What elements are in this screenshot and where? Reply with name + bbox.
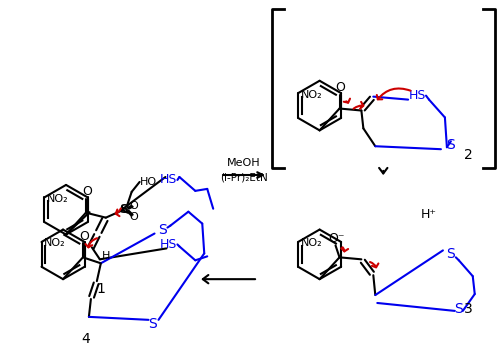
Text: S: S: [148, 317, 157, 331]
Text: NO₂: NO₂: [301, 238, 322, 248]
Text: NO₂: NO₂: [301, 90, 322, 100]
Text: HS: HS: [160, 174, 177, 187]
Text: 4: 4: [82, 332, 90, 346]
Text: (i-Pr)₂EtN: (i-Pr)₂EtN: [220, 173, 268, 183]
Text: 1: 1: [96, 282, 106, 296]
Text: S: S: [454, 302, 463, 316]
Text: HS: HS: [160, 238, 177, 251]
Text: HO: HO: [140, 177, 156, 187]
Text: O: O: [130, 201, 138, 211]
Text: O: O: [130, 212, 138, 222]
Text: O: O: [79, 230, 89, 243]
Text: NO₂: NO₂: [44, 238, 66, 248]
Text: S: S: [158, 223, 167, 237]
Text: O⁻: O⁻: [328, 232, 345, 245]
Text: H: H: [102, 251, 110, 261]
Text: S: S: [446, 138, 456, 152]
Text: 2: 2: [464, 148, 473, 162]
Text: O: O: [82, 186, 92, 198]
Text: MeOH: MeOH: [227, 158, 261, 168]
Text: 3: 3: [464, 302, 473, 316]
Text: O: O: [336, 81, 345, 94]
Text: S: S: [446, 247, 456, 261]
Text: S: S: [119, 203, 128, 216]
Text: NO₂: NO₂: [48, 194, 69, 204]
Text: HS: HS: [408, 89, 426, 102]
Text: H⁺: H⁺: [421, 208, 437, 221]
